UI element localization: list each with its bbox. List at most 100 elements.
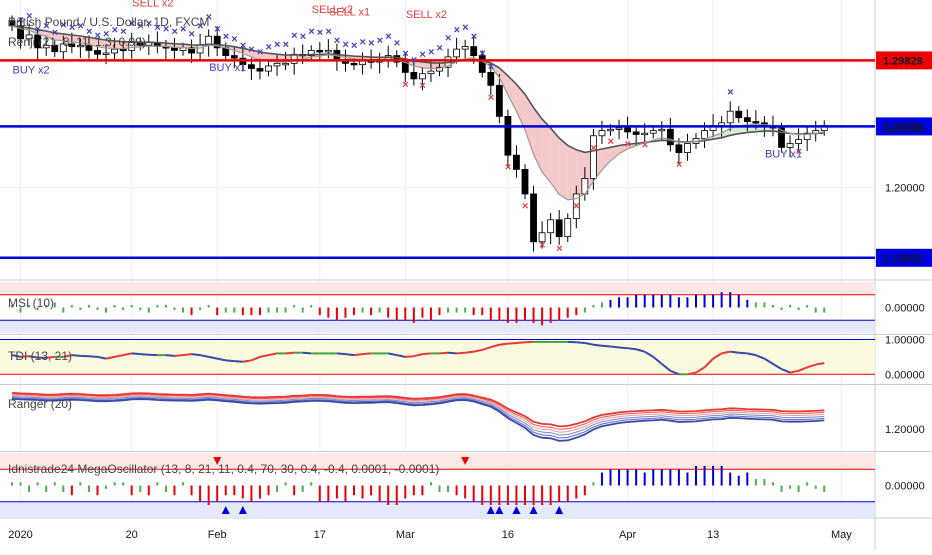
tdi-line-segment bbox=[405, 356, 414, 357]
osc-bar bbox=[515, 486, 517, 506]
candle-body[interactable] bbox=[505, 116, 511, 155]
candle-body[interactable] bbox=[197, 45, 203, 53]
osc-bar bbox=[601, 302, 603, 307]
osc-bar bbox=[798, 308, 800, 311]
candle-body[interactable] bbox=[736, 111, 742, 117]
buy-cross-marker: × bbox=[283, 39, 289, 51]
osc-bar bbox=[79, 308, 81, 311]
buy-cross-marker: × bbox=[334, 35, 340, 47]
candle-body[interactable] bbox=[548, 220, 554, 233]
osc-bar bbox=[71, 305, 73, 308]
osc-lower-band bbox=[0, 320, 875, 333]
candle-body[interactable] bbox=[462, 47, 468, 50]
osc-bar bbox=[592, 305, 594, 308]
osc-bar bbox=[763, 302, 765, 307]
y-tick-4-0: 0.00000 bbox=[885, 481, 925, 493]
buy-cross-marker: × bbox=[454, 25, 460, 37]
candle-body[interactable] bbox=[428, 71, 434, 74]
osc-bar bbox=[473, 486, 475, 502]
candle-body[interactable] bbox=[274, 63, 280, 66]
buy-cross-marker: × bbox=[342, 39, 348, 51]
cloud-segment bbox=[559, 138, 568, 200]
candle-body[interactable] bbox=[684, 144, 690, 153]
tdi-line-segment bbox=[72, 355, 81, 356]
candle-body[interactable] bbox=[266, 66, 272, 71]
osc-bar bbox=[464, 308, 466, 313]
candle-body[interactable] bbox=[608, 129, 614, 131]
candle-body[interactable] bbox=[719, 123, 725, 126]
candle-body[interactable] bbox=[796, 140, 802, 144]
osc-bar bbox=[584, 308, 586, 313]
candle-body[interactable] bbox=[496, 85, 502, 116]
candle-body[interactable] bbox=[95, 50, 101, 54]
buy-cross-marker: × bbox=[231, 34, 237, 46]
buy-cross-marker: × bbox=[377, 35, 383, 47]
candle-body[interactable] bbox=[599, 131, 605, 136]
candle-body[interactable] bbox=[565, 219, 571, 237]
osc-bar bbox=[62, 486, 64, 493]
candle-body[interactable] bbox=[522, 169, 528, 194]
candle-body[interactable] bbox=[411, 72, 417, 78]
candle-body[interactable] bbox=[556, 220, 562, 237]
osc-bar bbox=[199, 308, 201, 311]
candle-body[interactable] bbox=[419, 74, 425, 79]
candle-body[interactable] bbox=[112, 49, 118, 53]
candle-body[interactable] bbox=[257, 69, 263, 72]
osc-bar bbox=[242, 486, 244, 499]
candle-body[interactable] bbox=[283, 63, 289, 65]
tdi-pane[interactable] bbox=[0, 339, 875, 374]
osc-bar bbox=[678, 469, 680, 485]
osc-bar bbox=[225, 308, 227, 313]
candle-body[interactable] bbox=[625, 128, 631, 132]
osc-bar bbox=[772, 305, 774, 308]
price-level-label-0: 1.29828 bbox=[883, 55, 923, 67]
candle-body[interactable] bbox=[231, 56, 237, 59]
candle-body[interactable] bbox=[616, 128, 622, 130]
candle-body[interactable] bbox=[642, 133, 648, 135]
candle-body[interactable] bbox=[351, 63, 357, 65]
candle-body[interactable] bbox=[325, 50, 331, 52]
sell-cross-marker: × bbox=[505, 162, 511, 174]
candle-body[interactable] bbox=[103, 53, 109, 55]
ranger-title: Ranger (20) bbox=[8, 397, 72, 411]
candle-body[interactable] bbox=[471, 47, 477, 56]
candle-body[interactable] bbox=[248, 65, 254, 69]
candle-body[interactable] bbox=[171, 48, 177, 51]
osc-bar bbox=[182, 308, 184, 313]
osc-bar bbox=[439, 308, 441, 316]
candle-body[interactable] bbox=[317, 50, 323, 52]
candle-body[interactable] bbox=[744, 118, 750, 122]
candle-body[interactable] bbox=[676, 145, 682, 153]
osc-bar bbox=[729, 292, 731, 307]
candle-body[interactable] bbox=[753, 122, 759, 124]
osc-bar bbox=[37, 482, 39, 485]
osc-bar bbox=[704, 466, 706, 486]
candle-body[interactable] bbox=[488, 72, 494, 85]
candle-body[interactable] bbox=[454, 49, 460, 57]
osc-bar bbox=[233, 486, 235, 496]
candle-body[interactable] bbox=[633, 132, 639, 135]
osc-bar bbox=[353, 308, 355, 316]
x-tick-7: 13 bbox=[707, 529, 719, 541]
osc-bar bbox=[404, 308, 406, 321]
osc-bar bbox=[319, 486, 321, 502]
buy-cross-marker: × bbox=[411, 54, 417, 66]
osc-bar bbox=[259, 486, 261, 499]
candle-body[interactable] bbox=[650, 131, 656, 134]
candle-body[interactable] bbox=[513, 155, 519, 169]
osc-bar bbox=[686, 473, 688, 486]
candle-body[interactable] bbox=[727, 111, 733, 123]
osc-bar bbox=[524, 308, 526, 321]
candle-body[interactable] bbox=[787, 144, 793, 148]
osc-bar bbox=[712, 466, 714, 486]
osc-bar bbox=[610, 300, 612, 308]
osc-bar bbox=[490, 486, 492, 506]
osc-bar bbox=[11, 482, 13, 485]
tdi-line-segment bbox=[602, 346, 611, 347]
candle-body[interactable] bbox=[667, 129, 673, 145]
candle-body[interactable] bbox=[659, 129, 665, 131]
candle-body[interactable] bbox=[702, 131, 708, 139]
candle-body[interactable] bbox=[531, 194, 537, 242]
